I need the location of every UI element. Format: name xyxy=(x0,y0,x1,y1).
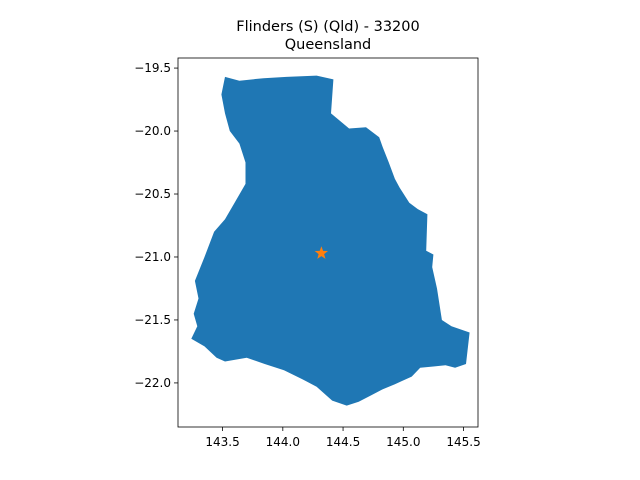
y-tick-label: −19.5 xyxy=(134,61,171,75)
centroid-star-marker xyxy=(314,246,328,259)
y-tick-label: −22.0 xyxy=(134,376,171,390)
x-tick-label: 145.0 xyxy=(386,435,420,449)
region-polygon xyxy=(191,75,470,406)
x-axis: 143.5 144.0 144.5 145.0 145.5 xyxy=(205,427,481,449)
plot-area xyxy=(177,57,479,428)
x-tick-label: 145.5 xyxy=(446,435,480,449)
y-tick-label: −20.0 xyxy=(134,124,171,138)
axes-frame xyxy=(177,57,479,428)
x-tick-label: 144.5 xyxy=(326,435,360,449)
chart-title: Flinders (S) (Qld) - 33200 xyxy=(236,19,420,35)
y-tick-label: −21.0 xyxy=(134,250,171,264)
chart-subtitle: Queensland xyxy=(285,37,372,53)
x-tick-label: 144.0 xyxy=(266,435,300,449)
y-axis: −19.5 −20.0 −20.5 −21.0 −21.5 −22.0 xyxy=(134,61,178,390)
y-tick-label: −21.5 xyxy=(134,313,171,327)
y-tick-label: −20.5 xyxy=(134,187,171,201)
x-tick-label: 143.5 xyxy=(205,435,239,449)
